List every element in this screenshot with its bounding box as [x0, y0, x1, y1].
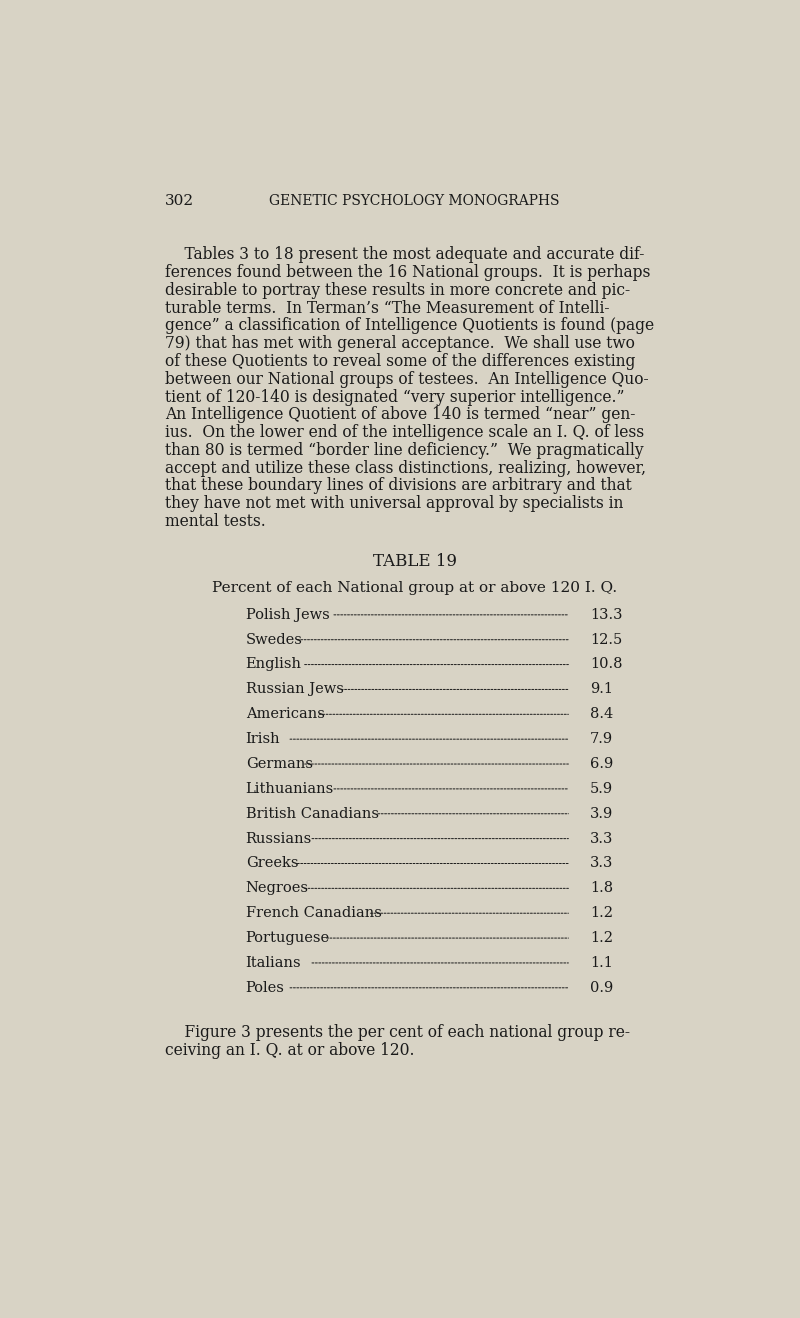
Text: desirable to portray these results in more concrete and pic-: desirable to portray these results in mo…	[165, 282, 630, 299]
Text: Percent of each National group at or above 120 I. Q.: Percent of each National group at or abo…	[212, 581, 618, 596]
Text: British Canadians: British Canadians	[246, 807, 378, 821]
Text: An Intelligence Quotient of above 140 is termed “near” gen-: An Intelligence Quotient of above 140 is…	[165, 406, 635, 423]
Text: Italians: Italians	[246, 956, 302, 970]
Text: 9.1: 9.1	[590, 683, 613, 696]
Text: 302: 302	[165, 194, 194, 208]
Text: Negroes: Negroes	[246, 882, 309, 895]
Text: Russian Jews: Russian Jews	[246, 683, 343, 696]
Text: 1.8: 1.8	[590, 882, 613, 895]
Text: Figure 3 presents the per cent of each national group re-: Figure 3 presents the per cent of each n…	[165, 1024, 630, 1041]
Text: Swedes: Swedes	[246, 633, 302, 647]
Text: 8.4: 8.4	[590, 708, 613, 721]
Text: 79) that has met with general acceptance.  We shall use two: 79) that has met with general acceptance…	[165, 335, 635, 352]
Text: Polish Jews: Polish Jews	[246, 608, 330, 622]
Text: between our National groups of testees.  An Intelligence Quo-: between our National groups of testees. …	[165, 370, 649, 387]
Text: 1.2: 1.2	[590, 905, 613, 920]
Text: they have not met with universal approval by specialists in: they have not met with universal approva…	[165, 496, 623, 513]
Text: of these Quotients to reveal some of the differences existing: of these Quotients to reveal some of the…	[165, 353, 635, 370]
Text: ceiving an I. Q. at or above 120.: ceiving an I. Q. at or above 120.	[165, 1041, 414, 1058]
Text: Irish: Irish	[246, 731, 280, 746]
Text: turable terms.  In Terman’s “The Measurement of Intelli-: turable terms. In Terman’s “The Measurem…	[165, 299, 610, 316]
Text: tient of 120-140 is designated “very superior intelligence.”: tient of 120-140 is designated “very sup…	[165, 389, 625, 406]
Text: ius.  On the lower end of the intelligence scale an I. Q. of less: ius. On the lower end of the intelligenc…	[165, 424, 644, 442]
Text: English: English	[246, 658, 302, 671]
Text: ferences found between the 16 National groups.  It is perhaps: ferences found between the 16 National g…	[165, 264, 650, 281]
Text: GENETIC PSYCHOLOGY MONOGRAPHS: GENETIC PSYCHOLOGY MONOGRAPHS	[270, 194, 560, 208]
Text: 10.8: 10.8	[590, 658, 622, 671]
Text: Germans: Germans	[246, 757, 313, 771]
Text: that these boundary lines of divisions are arbitrary and that: that these boundary lines of divisions a…	[165, 477, 632, 494]
Text: TABLE 19: TABLE 19	[373, 554, 457, 569]
Text: 13.3: 13.3	[590, 608, 622, 622]
Text: Lithuanians: Lithuanians	[246, 782, 334, 796]
Text: Tables 3 to 18 present the most adequate and accurate dif-: Tables 3 to 18 present the most adequate…	[165, 246, 645, 264]
Text: 5.9: 5.9	[590, 782, 613, 796]
Text: 7.9: 7.9	[590, 731, 613, 746]
Text: accept and utilize these class distinctions, realizing, however,: accept and utilize these class distincti…	[165, 460, 646, 477]
Text: Russians: Russians	[246, 832, 312, 846]
Text: 1.2: 1.2	[590, 931, 613, 945]
Text: 3.3: 3.3	[590, 832, 613, 846]
Text: 12.5: 12.5	[590, 633, 622, 647]
Text: 3.3: 3.3	[590, 857, 613, 870]
Text: 3.9: 3.9	[590, 807, 613, 821]
Text: 6.9: 6.9	[590, 757, 613, 771]
Text: 1.1: 1.1	[590, 956, 613, 970]
Text: Poles: Poles	[246, 981, 285, 995]
Text: gence” a classification of Intelligence Quotients is found (page: gence” a classification of Intelligence …	[165, 318, 654, 335]
Text: Americans: Americans	[246, 708, 325, 721]
Text: than 80 is termed “border line deficiency.”  We pragmatically: than 80 is termed “border line deficienc…	[165, 442, 644, 459]
Text: French Canadians: French Canadians	[246, 905, 382, 920]
Text: 0.9: 0.9	[590, 981, 613, 995]
Text: mental tests.: mental tests.	[165, 513, 266, 530]
Text: Portuguese: Portuguese	[246, 931, 330, 945]
Text: Greeks: Greeks	[246, 857, 298, 870]
